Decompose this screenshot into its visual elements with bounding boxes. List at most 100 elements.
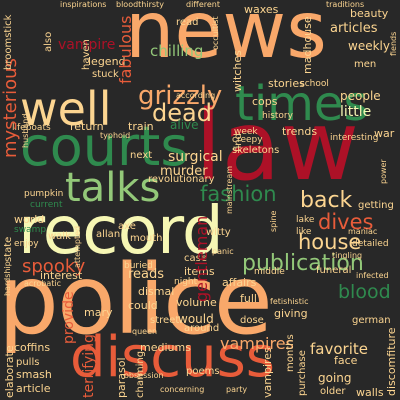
word-walk: walk	[48, 231, 71, 242]
word-skeletons: skeletons	[232, 145, 280, 156]
word-current: current	[30, 200, 63, 210]
word-charming: charming	[135, 350, 146, 398]
word-mysterious: mysterious	[0, 58, 21, 158]
word-mouth: mouth	[130, 233, 163, 244]
word-tingling: tingling	[332, 251, 363, 260]
word-lifeboats: lifeboats	[12, 123, 51, 133]
word-parasol: parasol	[115, 357, 128, 398]
word-trends: trends	[282, 125, 318, 138]
word-people: people	[340, 89, 381, 103]
word-around: around	[184, 323, 220, 334]
word-fabulous: fabulous	[116, 15, 135, 84]
word-record: record	[18, 192, 224, 269]
word-could: could	[128, 299, 158, 312]
word-news: news	[125, 0, 327, 76]
word-affairs: affairs	[222, 276, 257, 289]
word-elaborate: elaborate	[3, 345, 16, 398]
word-months: months	[285, 334, 296, 372]
word-war: war	[374, 127, 395, 140]
word-next: next	[130, 150, 153, 161]
word-discomfiture: discomfiture	[385, 327, 398, 396]
word-dismal: dismal	[138, 285, 175, 298]
word-mainstream: mainstream	[225, 165, 234, 214]
word-mary: mary	[84, 306, 113, 319]
word-read: read	[176, 17, 199, 28]
word-power: power	[379, 159, 388, 184]
word-interest: interest	[40, 269, 83, 282]
word-typhoid: typhoid	[100, 131, 131, 140]
word-interesting: interesting	[330, 133, 379, 143]
word-enjoy: enjoy	[14, 239, 39, 249]
word-like: like	[296, 227, 312, 237]
word-full: full	[240, 292, 257, 305]
word-history: history	[262, 111, 293, 121]
word-law: law	[195, 90, 360, 202]
word-dives: dives	[318, 210, 374, 234]
word-purchase: purchase	[297, 350, 308, 396]
word-going: going	[318, 371, 352, 385]
word-face: face	[334, 354, 358, 367]
word-return: return	[70, 120, 104, 133]
word-dead: dead	[152, 99, 212, 127]
word-vampires: vampires	[220, 334, 294, 353]
word-provide: provide	[61, 291, 77, 344]
word-talks: talks	[65, 165, 161, 211]
word-pulls: pulls	[16, 357, 40, 368]
word-inspirations: inspirations	[60, 0, 107, 9]
word-items: items	[184, 265, 215, 278]
word-smash: smash	[16, 368, 52, 381]
word-lake: lake	[296, 215, 315, 225]
word-terrifying: terrifying	[81, 334, 97, 398]
word-madhouse: madhouse	[301, 16, 314, 74]
word-legend: legend	[88, 55, 126, 68]
word-fetishistic: fetishistic	[270, 297, 309, 306]
word-concerning: concerning	[160, 385, 205, 394]
word-night: night	[174, 277, 198, 287]
word-volume: volume	[176, 296, 217, 309]
word-allan: allan	[96, 229, 121, 240]
word-reads: reads	[128, 267, 165, 282]
word-traditions: traditions	[326, 0, 365, 9]
word-police: police	[0, 244, 273, 356]
word-state: state	[3, 236, 14, 262]
word-witty: witty	[206, 227, 231, 238]
word-back: back	[300, 188, 353, 213]
word-poems: poems	[186, 366, 220, 377]
word-alive: alive	[170, 118, 199, 132]
word-weekly: weekly	[348, 39, 390, 53]
word-according: according	[176, 91, 216, 100]
word-murder: murder	[160, 164, 208, 179]
word-different: different	[186, 0, 220, 9]
word-week: week	[234, 127, 258, 137]
word-maniac: maniac	[348, 227, 378, 236]
word-creepy: creepy	[232, 135, 263, 145]
word-queen: queen	[132, 327, 158, 336]
word-vampires-small: vampires	[261, 347, 274, 398]
word-school: school	[300, 79, 329, 89]
word-stuck: stuck	[92, 69, 119, 80]
word-pumpkin: pumpkin	[24, 189, 64, 199]
word-swamp: swamp	[14, 225, 47, 235]
word-older: older	[320, 386, 346, 397]
word-funeral: funeral	[316, 265, 352, 276]
word-case: case	[184, 253, 207, 264]
word-would: would	[178, 312, 214, 326]
word-publication: publication	[242, 251, 364, 276]
word-world: world	[14, 213, 45, 226]
word-street: street	[150, 315, 180, 326]
word-house: house	[298, 230, 362, 254]
word-occultist: occultist	[211, 16, 220, 50]
word-attempted: attempted	[73, 225, 82, 268]
word-well: well	[20, 82, 112, 136]
word-article: article	[16, 382, 51, 395]
word-infected: infected	[356, 271, 389, 280]
word-revolutionary: revolutionary	[148, 174, 215, 185]
word-discuss: discuss	[70, 325, 275, 390]
word-witches: witches	[231, 50, 244, 92]
word-waxes: waxes	[244, 3, 279, 16]
word-fashion: fashion	[200, 182, 277, 206]
word-little: little	[340, 104, 372, 120]
word-grizzly: grizzly	[138, 81, 223, 111]
word-party: party	[226, 385, 248, 394]
